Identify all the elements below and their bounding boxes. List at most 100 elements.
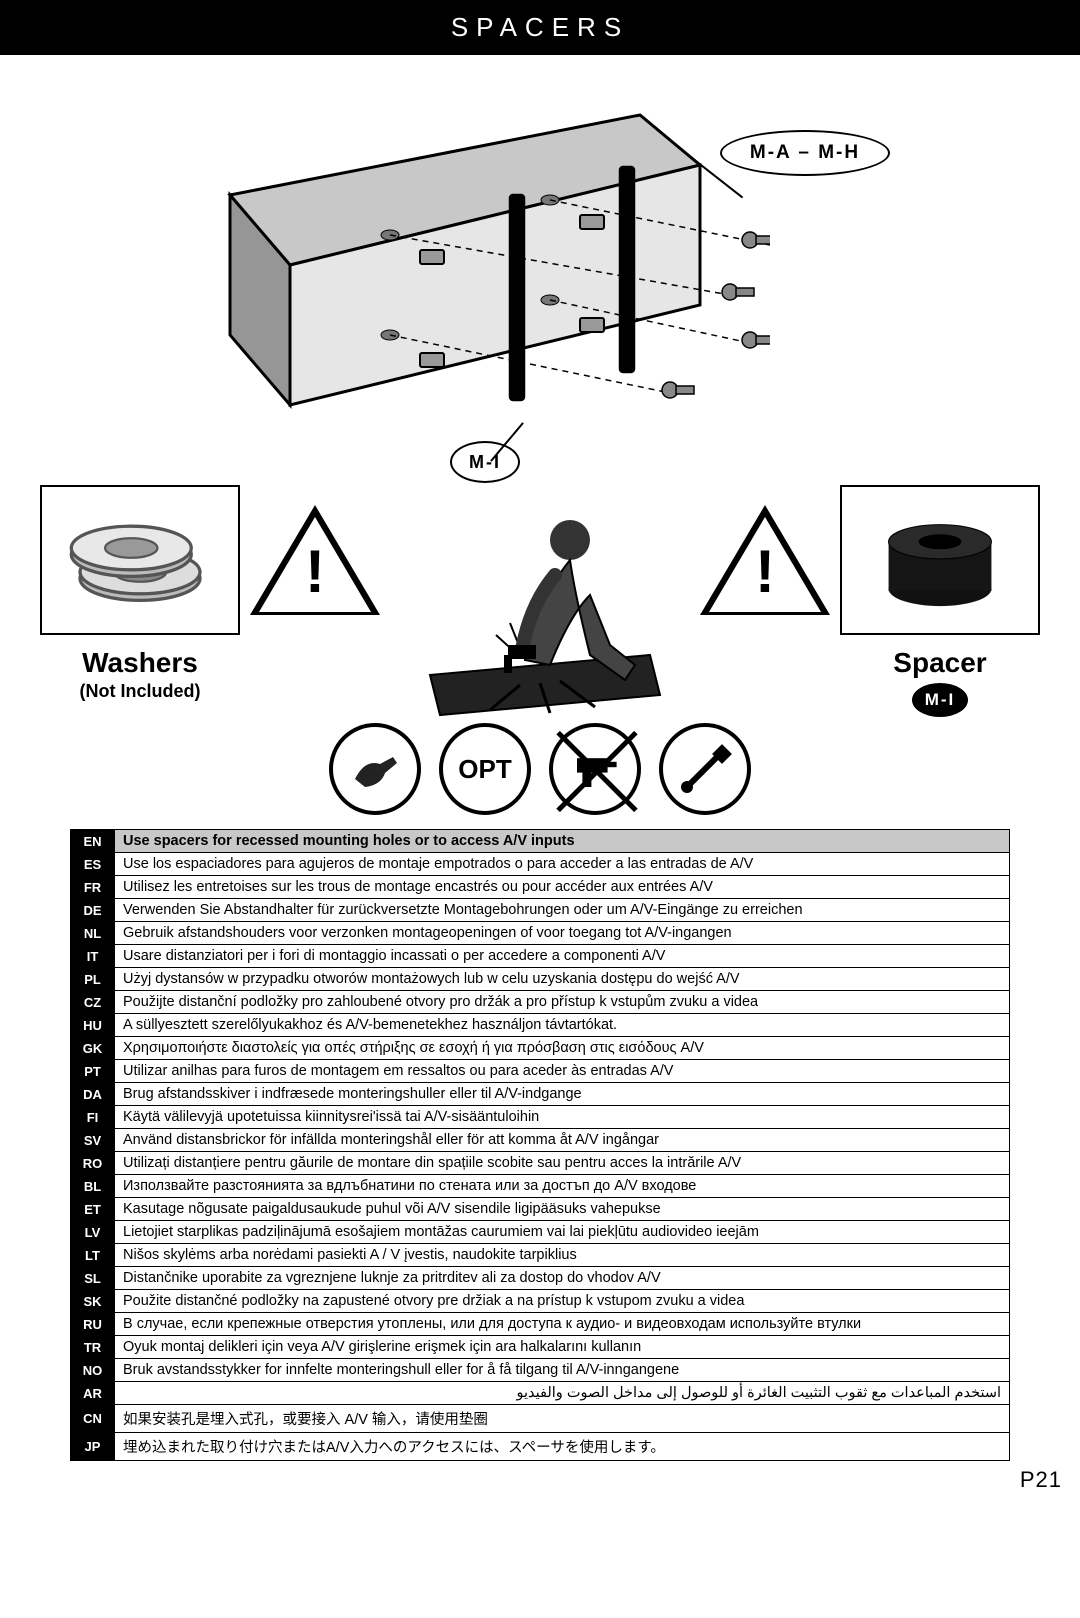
lang-code: PL [71,968,115,991]
lang-text: Kasutage nõgusate paigaldusaukude puhul … [115,1198,1010,1221]
lang-code: NO [71,1359,115,1382]
table-row: BLИзползвайте разстоянията за вдлъбнатин… [71,1175,1010,1198]
opt-label: OPT [458,754,511,785]
lang-text: Use spacers for recessed mounting holes … [115,830,1010,853]
lang-code: IT [71,945,115,968]
lang-text: Utilizar anilhas para furos de montagem … [115,1060,1010,1083]
lang-text: Brug afstandsskiver i indfræsede monteri… [115,1083,1010,1106]
lang-text: Použite distančné podložky na zapustené … [115,1290,1010,1313]
washers-icon [60,500,220,620]
lang-code: GK [71,1037,115,1060]
lang-text: Oyuk montaj delikleri için veya A/V giri… [115,1336,1010,1359]
table-row: LVLietojiet starplikas padziļinājumā eso… [71,1221,1010,1244]
lang-code: JP [71,1433,115,1461]
table-row: SLDistančnike uporabite za vgreznjene lu… [71,1267,1010,1290]
table-row: ARاستخدم المباعدات مع ثقوب التثبيت الغائ… [71,1382,1010,1405]
table-row: SKPoužite distančné podložky na zapusten… [71,1290,1010,1313]
table-row: TROyuk montaj delikleri için veya A/V gi… [71,1336,1010,1359]
warning-bang-left: ! [305,537,325,606]
instruction-icons-row: OPT [0,723,1080,815]
table-row: NOBruk avstandsstykker for innfelte mont… [71,1359,1010,1382]
table-row: DEVerwenden Sie Abstandhalter für zurück… [71,899,1010,922]
table-row: GKΧρησιμοποιήστε διαστολείς για οπές στή… [71,1037,1010,1060]
lang-code: HU [71,1014,115,1037]
lang-text: Utilisez les entretoises sur les trous d… [115,876,1010,899]
lang-text: Usare distanziatori per i fori di montag… [115,945,1010,968]
lang-code: CZ [71,991,115,1014]
language-instructions-table: ENUse spacers for recessed mounting hole… [70,829,1010,1461]
lang-code: PT [71,1060,115,1083]
table-row: PLUżyj dystansów w przypadku otworów mon… [71,968,1010,991]
lang-text: Distančnike uporabite za vgreznjene lukn… [115,1267,1010,1290]
screwdriver-icon [659,723,751,815]
lang-code: LV [71,1221,115,1244]
table-row: FRUtilisez les entretoises sur les trous… [71,876,1010,899]
lang-code: BL [71,1175,115,1198]
page-number: P21 [0,1461,1080,1501]
lang-code: DE [71,899,115,922]
lang-text: Použijte distanční podložky pro zahloube… [115,991,1010,1014]
table-row: PTUtilizar anilhas para furos de montage… [71,1060,1010,1083]
header-title: SPACERS [0,0,1080,55]
washers-box: Washers (Not Included) [30,485,250,702]
lang-text: Utilizați distanțiere pentru găurile de … [115,1152,1010,1175]
lang-code: SV [71,1129,115,1152]
lang-code: SK [71,1290,115,1313]
lang-text: 如果安装孔是埋入式孔，或要接入 A/V 输入，请使用垫圈 [115,1405,1010,1433]
lang-code: DA [71,1083,115,1106]
optional-icon: OPT [439,723,531,815]
lang-text: Use los espaciadores para agujeros de mo… [115,853,1010,876]
lang-text: Użyj dystansów w przypadku otworów monta… [115,968,1010,991]
table-row: FIKäytä välilevyjä upotetuissa kiinnitys… [71,1106,1010,1129]
lang-text: В случае, если крепежные отверстия утопл… [115,1313,1010,1336]
table-row: CZPoužijte distanční podložky pro zahlou… [71,991,1010,1014]
lang-text: Käytä välilevyjä upotetuissa kiinnitysre… [115,1106,1010,1129]
lang-code: TR [71,1336,115,1359]
callout-screws: M-A – M-H [720,130,890,176]
table-row: ETKasutage nõgusate paigaldusaukude puhu… [71,1198,1010,1221]
lang-text: 埋め込まれた取り付け穴またはA/V入力へのアクセスには、スペーサを使用します。 [115,1433,1010,1461]
spacer-title: Spacer [830,647,1050,679]
lang-code: RU [71,1313,115,1336]
table-row: ROUtilizați distanțiere pentru găurile d… [71,1152,1010,1175]
lang-code: NL [71,922,115,945]
lang-code: LT [71,1244,115,1267]
person-drilling-tv-icon [400,495,680,725]
table-row: ESUse los espaciadores para agujeros de … [71,853,1010,876]
lang-code: CN [71,1405,115,1433]
warning-panel: ! ! [270,485,810,715]
spacer-image-frame [840,485,1040,635]
table-row: ITUsare distanziatori per i fori di mont… [71,945,1010,968]
spacer-mi-badge: M-I [912,683,968,717]
lang-code: AR [71,1382,115,1405]
lang-text: Gebruik afstandshouders voor verzonken m… [115,922,1010,945]
callout-spacer: M-I [450,441,520,483]
lang-text: Bruk avstandsstykker for innfelte monter… [115,1359,1010,1382]
table-row: NLGebruik afstandshouders voor verzonken… [71,922,1010,945]
table-row: HUA süllyesztett szerelőlyukakhoz és A/V… [71,1014,1010,1037]
lang-text: Χρησιμοποιήστε διαστολείς για οπές στήρι… [115,1037,1010,1060]
spacer-icon [865,500,1015,620]
lang-code: RO [71,1152,115,1175]
lang-code: ET [71,1198,115,1221]
table-row: DABrug afstandsskiver i indfræsede monte… [71,1083,1010,1106]
lang-text: Verwenden Sie Abstandhalter für zurückve… [115,899,1010,922]
lang-text: Използвайте разстоянията за вдлъбнатини … [115,1175,1010,1198]
washers-subtitle: (Not Included) [30,681,250,702]
lang-code: SL [71,1267,115,1290]
hand-tighten-icon [329,723,421,815]
lang-code: ES [71,853,115,876]
lang-text: A süllyesztett szerelőlyukakhoz és A/V-b… [115,1014,1010,1037]
table-row: LTNišos skylėms arba norėdami pasiekti A… [71,1244,1010,1267]
washers-title: Washers [30,647,250,679]
table-row: RUВ случае, если крепежные отверстия уто… [71,1313,1010,1336]
tv-mount-diagram-svg [210,105,770,425]
lang-code: FI [71,1106,115,1129]
table-row: CN如果安装孔是埋入式孔，或要接入 A/V 输入，请使用垫圈 [71,1405,1010,1433]
washers-image-frame [40,485,240,635]
table-row: SVAnvänd distansbrickor för infällda mon… [71,1129,1010,1152]
main-diagram: M-A – M-H M-I [150,75,930,465]
table-row: ENUse spacers for recessed mounting hole… [71,830,1010,853]
lang-text: Lietojiet starplikas padziļinājumā esoša… [115,1221,1010,1244]
lang-text: استخدم المباعدات مع ثقوب التثبيت الغائرة… [115,1382,1010,1405]
